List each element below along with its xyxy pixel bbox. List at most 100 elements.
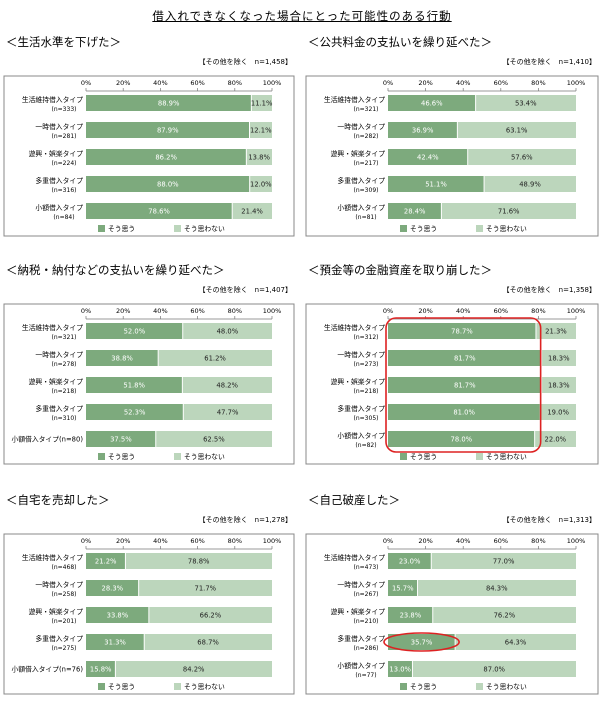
category-label: 生活維持借入タイプ [22, 95, 83, 104]
bar-disagree [182, 377, 272, 393]
legend-swatch-agree [400, 683, 407, 690]
category-n: (n=224) [52, 160, 77, 167]
value-label-agree: 23.0% [399, 558, 421, 566]
category-label: 小額借入タイプ [337, 661, 385, 670]
x-tick-label: 60% [190, 79, 204, 87]
bar-disagree [249, 122, 272, 138]
bar-disagree [138, 580, 272, 596]
bar-disagree [541, 350, 576, 366]
category-label: 多重借入タイプ [35, 634, 83, 643]
category-label: 多重借入タイプ [35, 404, 83, 413]
x-tick-label: 80% [531, 537, 545, 545]
bar-disagree [432, 607, 576, 623]
value-label-disagree: 21.4% [241, 208, 263, 216]
value-label-disagree: 57.6% [511, 154, 533, 162]
bar-agree [388, 404, 541, 420]
legend-label-disagree: そう思わない [486, 453, 527, 461]
x-tick-label: 20% [418, 307, 432, 315]
category-n: (n=275) [52, 645, 77, 652]
category-n: (n=82) [355, 442, 376, 449]
bar-agree [86, 350, 159, 366]
value-label-disagree: 64.3% [505, 639, 527, 647]
chart-note: 【その他を除く n=1,313】 [503, 515, 596, 524]
category-label: 多重借入タイプ [337, 176, 385, 185]
chart-note: 【その他を除く n=1,358】 [503, 285, 596, 294]
value-label-agree: 31.3% [104, 639, 126, 647]
page-title: 借入れできなくなった場合にとった可能性のある行動 [152, 9, 452, 23]
x-tick-label: 60% [494, 307, 508, 315]
bar-agree [388, 203, 442, 219]
value-label-agree: 51.8% [123, 382, 145, 390]
legend-label-agree: そう思う [108, 683, 135, 691]
chart-frame [3, 533, 295, 695]
bar-disagree [540, 404, 576, 420]
legend-label-disagree: そう思わない [184, 453, 225, 461]
legend-label-agree: そう思う [410, 683, 437, 691]
value-label-agree: 23.8% [400, 612, 422, 620]
category-n: (n=282) [354, 133, 379, 140]
value-label-disagree: 76.2% [494, 612, 516, 620]
bar-disagree [412, 661, 576, 677]
legend-swatch-disagree [174, 683, 181, 690]
bar-disagree [467, 149, 576, 165]
value-label-disagree: 48.2% [216, 382, 238, 390]
bar-agree [86, 149, 247, 165]
legend-swatch-disagree [476, 225, 483, 232]
value-label-disagree: 12.0% [250, 181, 272, 189]
bar-disagree [183, 404, 272, 420]
x-tick-label: 40% [456, 307, 470, 315]
chart-tax-payments: ＜納税・納付などの支払いを繰り延べた＞ 【その他を除く n=1,407】 0% 20%… [3, 263, 295, 465]
category-label: 多重借入タイプ [337, 404, 385, 413]
bar-disagree [457, 122, 576, 138]
value-label-agree: 51.1% [425, 181, 447, 189]
chart-note: 【その他を除く n=1,278】 [199, 515, 292, 524]
category-n: (n=218) [354, 388, 379, 395]
bar-agree [86, 323, 183, 339]
legend-swatch-agree [98, 683, 105, 690]
bar-disagree [484, 176, 576, 192]
value-label-disagree: 87.0% [483, 666, 505, 674]
value-label-agree: 13.0% [389, 666, 411, 674]
chart-house-sale: ＜自宅を売却した＞ 【その他を除く n=1,278】 0% 20% 40% 60% 80% 1… [3, 493, 295, 695]
category-n: (n=310) [52, 415, 77, 422]
bar-agree [388, 431, 535, 447]
bar-disagree [155, 431, 272, 447]
value-label-disagree: 63.1% [506, 127, 528, 135]
x-tick-label: 40% [153, 79, 167, 87]
x-tick-label: 40% [456, 79, 470, 87]
category-label: 多重借入タイプ [35, 176, 83, 185]
x-tick-label: 100% [263, 307, 282, 315]
chart-frame [305, 75, 599, 237]
bar-disagree [249, 176, 272, 192]
bar-disagree [541, 377, 576, 393]
category-label: 小額借入タイプ [337, 203, 385, 212]
value-label-disagree: 21.3% [545, 328, 567, 336]
category-n: (n=473) [354, 564, 379, 571]
legend-swatch-disagree [174, 453, 181, 460]
legend-swatch-disagree [476, 683, 483, 690]
category-n: (n=84) [53, 214, 74, 221]
bar-agree [86, 203, 233, 219]
chart-note: 【その他を除く n=1,410】 [503, 57, 596, 66]
value-label-disagree: 68.7% [197, 639, 219, 647]
category-n: (n=267) [354, 591, 379, 598]
highlight-frame [385, 317, 542, 453]
x-tick-label: 100% [263, 79, 282, 87]
value-label-disagree: 53.4% [515, 100, 537, 108]
value-label-agree: 81.0% [453, 409, 475, 417]
category-label: 遊興・娯楽タイプ [29, 149, 84, 158]
category-n: (n=321) [354, 106, 379, 113]
legend-swatch-agree [98, 225, 105, 232]
value-label-disagree: 62.5% [203, 436, 225, 444]
chart-title: ＜預金等の金融資産を取り崩した＞ [308, 263, 492, 277]
category-label: 一時借入タイプ [35, 122, 83, 131]
category-n: (n=321) [52, 334, 77, 341]
x-tick-label: 20% [418, 537, 432, 545]
bar-disagree [144, 634, 272, 650]
bar-agree [388, 176, 485, 192]
value-label-disagree: 84.3% [486, 585, 508, 593]
legend-swatch-agree [400, 225, 407, 232]
bar-agree [388, 95, 476, 111]
legend-label-agree: そう思う [108, 225, 135, 233]
value-label-agree: 15.7% [392, 585, 414, 593]
